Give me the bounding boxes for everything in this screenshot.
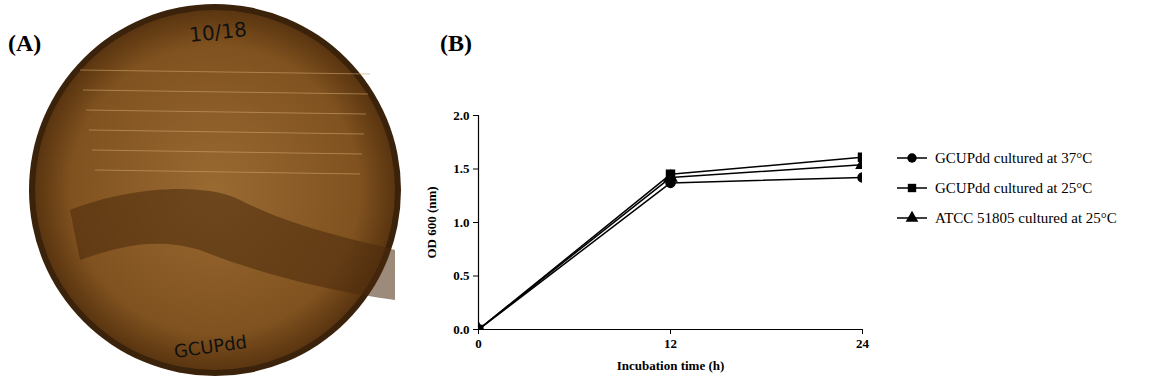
svg-text:GCUPdd cultured at 37°C: GCUPdd cultured at 37°C (935, 150, 1092, 166)
svg-text:GCUPdd cultured at 25°C: GCUPdd cultured at 25°C (935, 180, 1092, 196)
svg-text:0: 0 (475, 336, 482, 351)
svg-text:GCUPdd: GCUPdd (173, 331, 249, 362)
html-text:(B): (B) (440, 30, 472, 56)
svg-text:2.0: 2.0 (453, 108, 469, 123)
svg-text:0.5: 0.5 (453, 268, 470, 283)
svg-text:1.0: 1.0 (453, 215, 469, 230)
svg-text:OD 600 (nm): OD 600 (nm) (424, 186, 439, 258)
svg-text:12: 12 (664, 336, 677, 351)
svg-text:0.0: 0.0 (453, 322, 469, 337)
html-text:(A): (A) (8, 30, 42, 56)
svg-text:ATCC 51805 cultured at 25°C: ATCC 51805 cultured at 25°C (935, 210, 1117, 226)
svg-text:Incubation time (h): Incubation time (h) (617, 358, 725, 373)
svg-text:24: 24 (856, 336, 870, 351)
svg-text:1.5: 1.5 (453, 161, 470, 176)
svg-text:10/18: 10/18 (188, 17, 248, 47)
